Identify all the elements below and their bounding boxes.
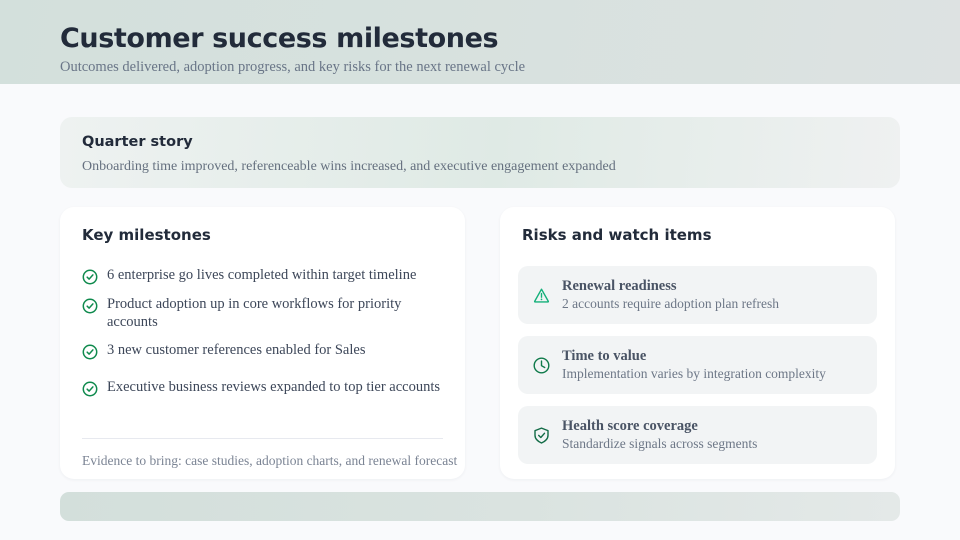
risk-body: Health score coverage Standardize signal…: [562, 418, 757, 452]
list-item: Product adoption up in core workflows fo…: [82, 296, 452, 331]
milestone-text: Product adoption up in core workflows fo…: [107, 296, 402, 330]
page-title: Customer success milestones: [60, 23, 499, 54]
clock-icon: [532, 356, 551, 375]
risk-description: 2 accounts require adoption plan refresh: [562, 296, 780, 311]
risks-card: Risks and watch items Renewal readiness …: [500, 207, 895, 479]
milestones-list: 6 enterprise go lives completed within t…: [82, 267, 452, 397]
list-item: 6 enterprise go lives completed within t…: [82, 267, 452, 285]
milestone-text: Executive business reviews expanded to t…: [107, 379, 440, 396]
risk-title: Renewal readiness: [562, 278, 677, 294]
list-item[interactable]: Health score coverage Standardize signal…: [518, 406, 877, 464]
quarter-story-title: Quarter story: [82, 134, 193, 150]
footer-accent-bar: [60, 492, 900, 521]
check-circle-icon: [82, 381, 98, 397]
risk-title: Health score coverage: [562, 418, 698, 434]
shield-check-icon: [532, 426, 551, 445]
page-subtitle: Outcomes delivered, adoption progress, a…: [60, 59, 526, 75]
list-item: 3 new customer references enabled for Sa…: [82, 342, 452, 360]
risk-body: Time to value Implementation varies by i…: [562, 348, 826, 382]
check-circle-icon: [82, 344, 98, 360]
evidence-footnote: Evidence to bring: case studies, adoptio…: [82, 453, 458, 468]
risks-list: Renewal readiness 2 accounts require ado…: [518, 266, 877, 464]
list-item[interactable]: Time to value Implementation varies by i…: [518, 336, 877, 394]
check-circle-icon: [82, 269, 98, 285]
page-header: Customer success milestones Outcomes del…: [0, 0, 960, 84]
risk-title: Time to value: [562, 348, 647, 364]
milestone-text: 3 new customer references enabled for Sa…: [107, 342, 366, 359]
list-item: Executive business reviews expanded to t…: [82, 379, 452, 397]
list-item[interactable]: Renewal readiness 2 accounts require ado…: [518, 266, 877, 324]
quarter-story-banner: Quarter story Onboarding time improved, …: [60, 117, 900, 188]
warning-triangle-icon: [532, 286, 551, 305]
milestone-text: 6 enterprise go lives completed within t…: [107, 267, 417, 283]
check-circle-icon: [82, 298, 98, 314]
key-milestones-title: Key milestones: [82, 226, 211, 244]
card-divider: [82, 438, 443, 439]
quarter-story-text: Onboarding time improved, referenceable …: [82, 159, 616, 174]
risk-description: Implementation varies by integration com…: [562, 366, 826, 381]
key-milestones-card: Key milestones 6 enterprise go lives com…: [60, 207, 465, 479]
risk-body: Renewal readiness 2 accounts require ado…: [562, 278, 779, 312]
risk-description: Standardize signals across segments: [562, 436, 758, 451]
risks-title: Risks and watch items: [522, 226, 712, 244]
